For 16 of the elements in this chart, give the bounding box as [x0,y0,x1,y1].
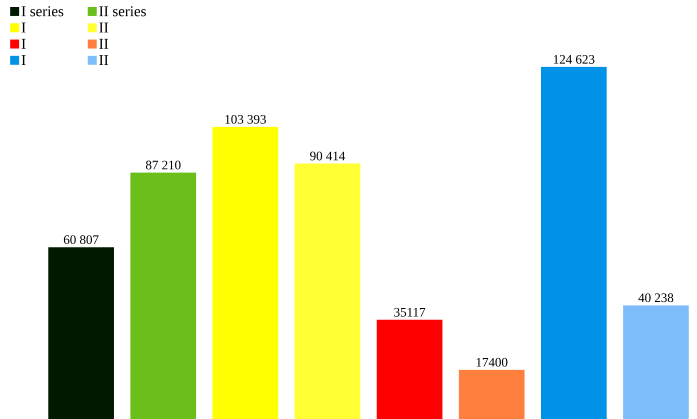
data-label: 90 414 [310,152,346,160]
data-label: 103 393 [225,114,266,124]
legend-label: I [22,22,26,32]
legend-label: II [99,38,108,49]
data-label: 40 238 [638,293,674,302]
legend-label: I [22,38,26,49]
data-label: 60 807 [64,235,99,244]
data-label: 35117 [394,308,426,317]
legend-label: II series [99,6,146,16]
legend-label: II [99,22,108,32]
data-label: 87 210 [146,160,181,170]
legend-label: I [22,55,26,65]
legend-label: I series [22,6,64,16]
legend-label: II [99,55,108,65]
data-label: 124 623 [554,55,594,64]
data-label: 17400 [476,358,508,367]
